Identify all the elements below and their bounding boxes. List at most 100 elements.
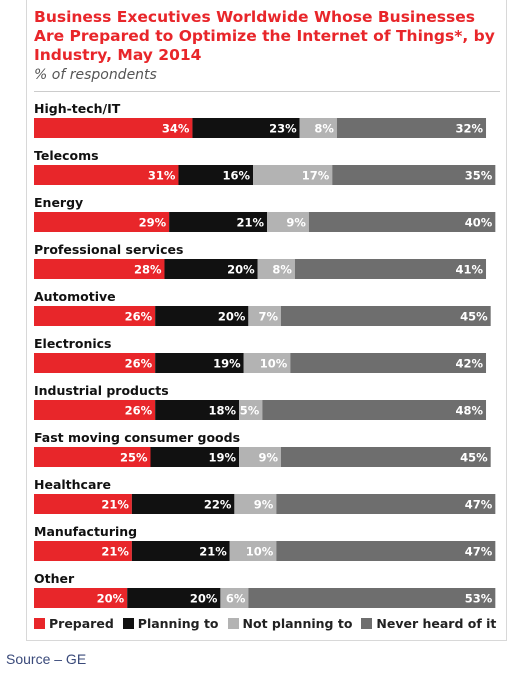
data-label: 21% xyxy=(101,545,129,559)
data-label: 20% xyxy=(218,310,246,324)
bar-segment xyxy=(131,494,235,514)
bar-segment xyxy=(220,588,249,608)
data-label: 48% xyxy=(455,404,483,418)
bar-segment xyxy=(308,212,496,232)
bar-segment xyxy=(34,400,156,420)
bar-segment xyxy=(234,494,277,514)
data-label: 9% xyxy=(254,498,274,512)
bar-segment xyxy=(229,541,277,561)
data-label: 19% xyxy=(213,357,241,371)
bar-segment xyxy=(34,212,170,232)
bar-segment xyxy=(267,212,309,232)
data-label: 22% xyxy=(204,498,232,512)
category-label: Other xyxy=(34,571,75,586)
data-label: 20% xyxy=(227,263,255,277)
data-label: 20% xyxy=(190,592,218,606)
category-label: High-tech/IT xyxy=(34,101,121,116)
bar-segment xyxy=(239,400,263,420)
data-label: 31% xyxy=(148,169,176,183)
bar-segment xyxy=(239,447,281,467)
data-label: 34% xyxy=(162,122,190,136)
category-label: Professional services xyxy=(34,242,183,257)
data-label: 23% xyxy=(269,122,297,136)
data-label: 9% xyxy=(258,451,278,465)
data-label: 5% xyxy=(240,404,260,418)
bar-segment xyxy=(280,306,491,326)
bar-segment xyxy=(164,259,258,279)
category-label: Fast moving consumer goods xyxy=(34,430,240,445)
data-label: 45% xyxy=(460,310,488,324)
category-label: Automotive xyxy=(34,289,116,304)
data-label: 9% xyxy=(286,216,306,230)
bar-segment xyxy=(178,165,254,185)
bar-segment xyxy=(257,259,295,279)
data-label: 18% xyxy=(209,404,237,418)
data-label: 35% xyxy=(465,169,493,183)
data-label: 7% xyxy=(258,310,278,324)
legend-swatch xyxy=(361,618,373,629)
bar-segment xyxy=(155,400,240,420)
category-label: Electronics xyxy=(34,336,111,351)
legend-label: Planning to xyxy=(137,616,219,631)
data-label: 20% xyxy=(97,592,125,606)
bar-segment xyxy=(131,541,230,561)
bar-segment xyxy=(299,118,337,138)
bar-segment xyxy=(34,447,151,467)
data-label: 10% xyxy=(246,545,274,559)
bar-segment xyxy=(253,165,333,185)
bar-segment xyxy=(294,259,487,279)
bar-segment xyxy=(262,400,487,420)
bar-segment xyxy=(34,118,193,138)
legend-label: Prepared xyxy=(49,616,114,631)
bar-segment xyxy=(34,541,132,561)
chart-frame xyxy=(26,0,507,641)
bar-segment xyxy=(290,353,487,373)
data-label: 21% xyxy=(236,216,264,230)
category-label: Manufacturing xyxy=(34,524,137,539)
data-label: 41% xyxy=(455,263,483,277)
legend-item-prepared: Prepared xyxy=(34,616,114,631)
bar-segment xyxy=(248,306,281,326)
legend-item-never-heard-of-it: Never heard of it xyxy=(361,616,496,631)
category-label: Telecoms xyxy=(34,148,99,163)
bar-segment xyxy=(248,588,496,608)
bar-segment xyxy=(34,588,128,608)
data-label: 10% xyxy=(260,357,288,371)
legend-swatch xyxy=(122,618,134,629)
data-label: 21% xyxy=(199,545,227,559)
data-label: 26% xyxy=(125,404,153,418)
data-label: 28% xyxy=(134,263,162,277)
data-label: 8% xyxy=(314,122,334,136)
bar-segment xyxy=(192,118,300,138)
bar-segment xyxy=(127,588,221,608)
category-label: Industrial products xyxy=(34,383,169,398)
data-label: 53% xyxy=(465,592,493,606)
bar-segment xyxy=(34,259,165,279)
legend-swatch xyxy=(227,618,239,629)
data-label: 45% xyxy=(460,451,488,465)
legend-label: Not planning to xyxy=(242,616,353,631)
data-label: 42% xyxy=(455,357,483,371)
bar-segment xyxy=(276,541,496,561)
data-label: 6% xyxy=(226,592,246,606)
category-label: Energy xyxy=(34,195,83,210)
category-label: Healthcare xyxy=(34,477,111,492)
bar-segment xyxy=(336,118,487,138)
bar-segment xyxy=(276,494,496,514)
legend-label: Never heard of it xyxy=(376,616,497,631)
data-label: 8% xyxy=(272,263,292,277)
bar-segment xyxy=(280,447,491,467)
title-divider xyxy=(34,91,500,92)
chart-legend: Prepared Planning to Not planning to Nev… xyxy=(34,616,496,631)
bar-segment xyxy=(34,306,156,326)
bar-segment xyxy=(34,353,156,373)
bar-segment xyxy=(169,212,267,232)
data-label: 47% xyxy=(465,545,493,559)
data-label: 17% xyxy=(302,169,330,183)
bar-segment xyxy=(243,353,291,373)
chart-subtitle: % of respondents xyxy=(34,67,157,83)
legend-item-planning-to: Planning to xyxy=(122,616,219,631)
stacked-bar-chart: High-tech/IT 34% 23% 8% 32% Telecoms 31% 16% 17%… xyxy=(34,101,496,608)
data-label: 26% xyxy=(125,357,153,371)
data-label: 29% xyxy=(139,216,167,230)
